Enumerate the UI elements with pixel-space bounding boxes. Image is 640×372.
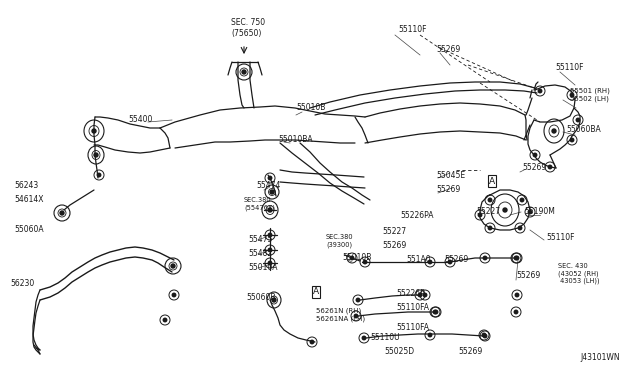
Circle shape	[576, 118, 580, 122]
Text: 55269: 55269	[444, 256, 468, 264]
Circle shape	[268, 261, 272, 265]
Circle shape	[515, 256, 519, 260]
Text: 55269: 55269	[382, 241, 406, 250]
Text: SEC. 430
(43052 (RH)
 43053 (LH)): SEC. 430 (43052 (RH) 43053 (LH))	[558, 263, 600, 285]
Text: 55110U: 55110U	[370, 333, 399, 341]
Circle shape	[488, 198, 492, 202]
Circle shape	[171, 264, 175, 268]
Circle shape	[60, 211, 64, 215]
Circle shape	[570, 138, 573, 142]
Circle shape	[483, 333, 486, 337]
Circle shape	[172, 293, 176, 297]
Text: 56261N (RH)
56261NA (LH): 56261N (RH) 56261NA (LH)	[316, 308, 365, 322]
Circle shape	[528, 210, 532, 214]
Circle shape	[515, 310, 518, 314]
Text: 55025D: 55025D	[384, 347, 414, 356]
Circle shape	[355, 314, 358, 318]
Text: 55227: 55227	[382, 228, 406, 237]
Text: 55227: 55227	[476, 206, 500, 215]
Circle shape	[483, 256, 487, 260]
Circle shape	[488, 226, 492, 230]
Text: 55110FA: 55110FA	[396, 304, 429, 312]
Text: 55501 (RH)
55502 (LH): 55501 (RH) 55502 (LH)	[570, 88, 610, 102]
Circle shape	[520, 198, 524, 202]
Text: 55269: 55269	[516, 272, 540, 280]
Circle shape	[435, 310, 438, 314]
Text: 55110F: 55110F	[398, 26, 426, 35]
Circle shape	[533, 153, 537, 157]
Text: 55110F: 55110F	[555, 64, 584, 73]
Text: 55060A: 55060A	[14, 225, 44, 234]
Circle shape	[268, 233, 272, 237]
Circle shape	[503, 208, 507, 212]
Text: 55226P: 55226P	[396, 289, 425, 298]
Text: 55010A: 55010A	[248, 263, 278, 273]
Text: SEC.380
(39300): SEC.380 (39300)	[326, 234, 354, 248]
Text: 55269: 55269	[436, 186, 460, 195]
Circle shape	[448, 260, 452, 264]
Text: SEC. 750
(75650): SEC. 750 (75650)	[231, 18, 265, 38]
Circle shape	[268, 176, 272, 180]
Text: 55269: 55269	[458, 347, 483, 356]
Text: 55060BA: 55060BA	[566, 125, 601, 135]
Circle shape	[478, 213, 482, 217]
Text: J43101WN: J43101WN	[580, 353, 620, 362]
Circle shape	[552, 129, 556, 133]
Text: 55010BA: 55010BA	[278, 135, 312, 144]
Text: 55045E: 55045E	[436, 170, 465, 180]
Circle shape	[518, 226, 522, 230]
Circle shape	[268, 248, 272, 252]
Text: 55110F: 55110F	[546, 232, 575, 241]
Text: A: A	[489, 176, 495, 186]
Circle shape	[94, 153, 98, 157]
Circle shape	[515, 293, 519, 297]
Circle shape	[428, 333, 432, 337]
Circle shape	[548, 165, 552, 169]
Text: 55269: 55269	[522, 164, 547, 173]
Text: 55269: 55269	[436, 45, 460, 55]
Circle shape	[97, 173, 100, 177]
Circle shape	[350, 256, 354, 260]
Circle shape	[242, 70, 246, 74]
Text: 55474: 55474	[256, 182, 280, 190]
Text: SEC.380
(55476X): SEC.380 (55476X)	[244, 197, 275, 211]
Text: 56230: 56230	[10, 279, 35, 289]
Circle shape	[272, 298, 276, 302]
Circle shape	[483, 334, 487, 338]
Text: 551A0: 551A0	[406, 256, 431, 264]
Circle shape	[362, 336, 365, 340]
Circle shape	[268, 208, 272, 212]
Circle shape	[92, 129, 96, 133]
Circle shape	[310, 340, 314, 344]
Text: 55400: 55400	[128, 115, 152, 125]
Text: 55060B: 55060B	[246, 294, 275, 302]
Circle shape	[428, 260, 432, 264]
Circle shape	[433, 310, 436, 314]
Text: A: A	[313, 288, 319, 296]
Circle shape	[515, 256, 518, 260]
Circle shape	[570, 93, 573, 97]
Text: 55190M: 55190M	[524, 206, 555, 215]
Circle shape	[356, 298, 360, 302]
Text: 56243: 56243	[14, 180, 38, 189]
Circle shape	[270, 190, 274, 194]
Circle shape	[419, 293, 422, 297]
Text: 55482: 55482	[248, 250, 272, 259]
Text: 55110FA: 55110FA	[396, 323, 429, 331]
Text: 54614X: 54614X	[14, 196, 44, 205]
Circle shape	[163, 318, 167, 322]
Text: 55475: 55475	[248, 235, 273, 244]
Circle shape	[538, 89, 541, 93]
Text: 55010B: 55010B	[296, 103, 325, 112]
Text: 55010B: 55010B	[342, 253, 371, 263]
Text: 55226PA: 55226PA	[400, 211, 433, 219]
Circle shape	[364, 260, 367, 264]
Circle shape	[423, 293, 427, 297]
